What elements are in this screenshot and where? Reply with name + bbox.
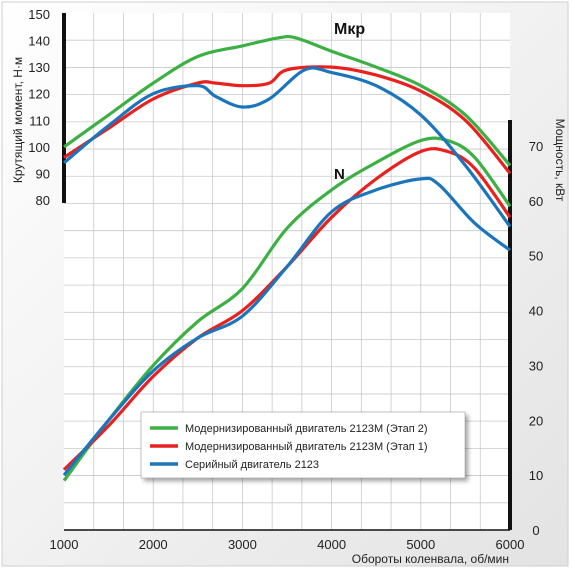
y-left-tick-label: 100 [28, 140, 50, 155]
x-tick-label: 5000 [406, 537, 435, 552]
torque-line-1 [63, 34, 512, 167]
y-right-tick-labels: 0 10 20 30 40 50 60 70 [529, 139, 543, 538]
x-tick-label: 4000 [317, 537, 346, 552]
y-right-tick-label: 60 [529, 194, 543, 209]
axes [62, 13, 512, 531]
y-left-tick-label: 90 [36, 166, 50, 181]
x-tick-label: 6000 [496, 537, 525, 552]
legend-label: Модернизированный двигатель 2123М (Этап … [185, 441, 428, 453]
legend: Модернизированный двигатель 2123М (Этап … [140, 411, 466, 479]
x-tick-label: 2000 [139, 537, 168, 552]
y-right-tick-label: 10 [529, 468, 543, 483]
x-tick-label: 3000 [228, 537, 257, 552]
y-left-tick-label: 130 [28, 60, 50, 75]
y-right-axis-title: Мощность, кВт [553, 119, 567, 202]
torque-line-3 [62, 66, 512, 228]
power-line-3 [62, 176, 511, 477]
legend-label: Модернизированный двигатель 2123М (Этап … [185, 423, 428, 435]
power-line-1 [62, 136, 512, 482]
y-left-tick-label: 120 [28, 87, 50, 102]
torque-annotation: Мкр [334, 21, 365, 38]
y-right-tick-label: 40 [529, 304, 543, 319]
series-lines [62, 34, 512, 482]
y-left-tick-label: 110 [29, 113, 50, 128]
y-left-tick-label: 140 [28, 34, 50, 49]
power-annotation: N [334, 166, 345, 183]
y-right-tick-label: 50 [529, 249, 543, 264]
power-line-2 [62, 147, 512, 471]
y-left-tick-label: 150 [28, 7, 50, 22]
x-tick-labels: 1000 2000 3000 4000 5000 6000 [50, 537, 525, 552]
x-axis-title: Обороты коленвала, об/мин [352, 552, 509, 566]
y-left-tick-labels: 80 90 100 110 120 130 140 150 [28, 7, 50, 208]
y-left-tick-label: 80 [36, 193, 50, 208]
y-left-axis-title: Крутящий момент, Н·м [11, 57, 25, 183]
y-right-tick-label: 20 [529, 413, 543, 428]
torque-line-2 [63, 65, 512, 175]
legend-label: Серийный двигатель 2123 [185, 459, 319, 471]
y-right-tick-label: 30 [529, 358, 543, 373]
y-right-tick-label: 0 [532, 523, 539, 538]
y-right-tick-label: 70 [529, 139, 543, 154]
x-tick-label: 1000 [50, 537, 79, 552]
legend-box [140, 411, 466, 479]
